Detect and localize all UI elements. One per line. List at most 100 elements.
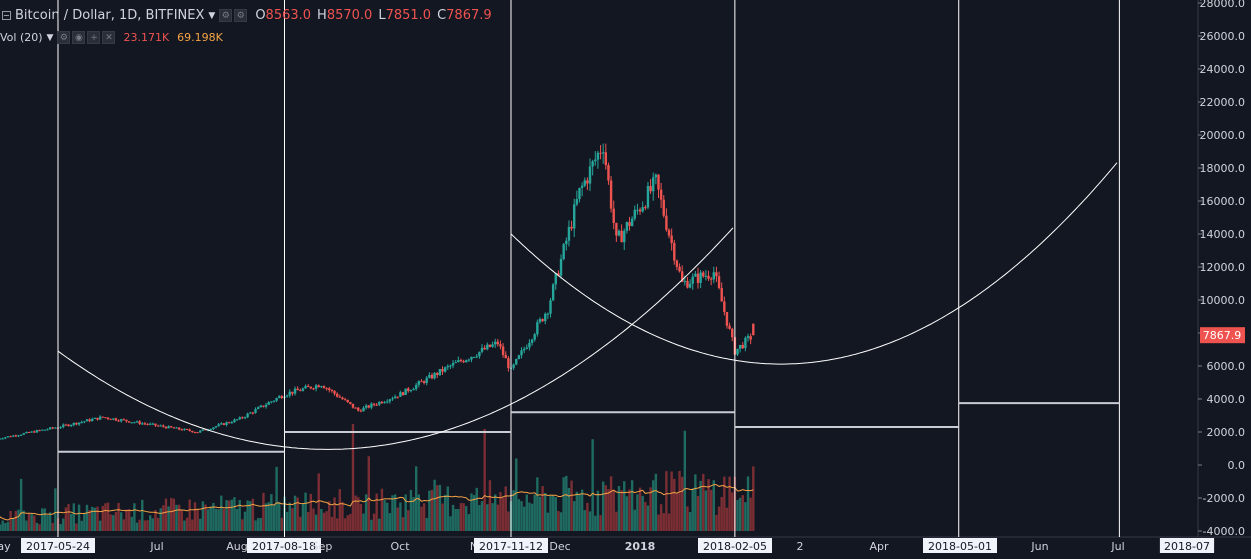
close-icon[interactable]: ✕ [102, 31, 116, 44]
price-tick-label: 6000.0 [1207, 360, 1246, 373]
candle-body [607, 165, 610, 181]
volume-bar [280, 517, 284, 531]
candle-body [270, 401, 273, 403]
volume-bar [64, 507, 68, 531]
candle-body [533, 334, 536, 340]
candle-body [567, 226, 571, 241]
volume-bar [75, 523, 78, 531]
candle-body [307, 385, 310, 387]
volume-bar [546, 512, 550, 531]
candle-body [4, 437, 7, 439]
volume-value: 23.171K [123, 31, 170, 44]
candle-body [143, 423, 147, 425]
candle-body [678, 266, 681, 272]
volume-bar [43, 508, 47, 531]
volume-bar [249, 501, 252, 531]
candle-body [338, 396, 342, 398]
candle-body [715, 272, 718, 277]
candle-body [125, 419, 128, 422]
candle-body [493, 341, 497, 345]
candle-body [256, 407, 260, 410]
chevron-down-icon[interactable]: ▼ [46, 32, 54, 43]
candle-body [699, 272, 702, 283]
plus-icon[interactable]: + [87, 31, 101, 44]
time-axis-label: 2018 [625, 540, 656, 553]
candle-body [346, 399, 349, 403]
time-axis-label: Aug [226, 540, 247, 553]
candle-body [162, 425, 165, 427]
volume-bar [399, 502, 402, 531]
candle-body [104, 417, 107, 419]
volume-bar [580, 489, 584, 531]
volume-bar [40, 508, 44, 531]
volume-bar [322, 512, 326, 531]
candle-body [98, 416, 102, 420]
volume-bar [317, 473, 320, 531]
candle-body [441, 368, 444, 372]
volume-bar [346, 515, 349, 531]
volume-bar [683, 430, 687, 531]
volume-label[interactable]: Vol (20) [0, 31, 43, 44]
collapse-icon[interactable] [2, 11, 11, 20]
candle-body [417, 381, 421, 385]
volume-bar [712, 480, 715, 531]
volume-bar [154, 509, 157, 531]
candle-body [154, 423, 157, 426]
time-axis-label: Dec [549, 540, 570, 553]
time-axis-label: Sep [312, 540, 333, 553]
candle-body [507, 358, 510, 369]
time-label-highlight [474, 538, 548, 553]
volume-bar [19, 478, 23, 531]
volume-bar [480, 501, 484, 531]
candle-body [428, 374, 431, 378]
candle-body [667, 229, 671, 236]
chevron-down-icon[interactable]: ▼ [208, 10, 216, 21]
gear-icon[interactable]: ⚙ [57, 31, 71, 44]
volume-bar [620, 490, 623, 531]
candle-body [588, 166, 592, 184]
candle-body [544, 313, 547, 322]
volume-bar [299, 516, 302, 531]
volume-bar [491, 503, 494, 531]
volume-bar [162, 505, 165, 531]
candle-body [641, 207, 644, 212]
candle-body [407, 388, 410, 392]
settings-icon[interactable]: ⚙ [234, 9, 248, 22]
volume-bar [106, 502, 110, 531]
symbol-title[interactable]: Bitcoin / Dollar, 1D, BITFINEX [15, 8, 205, 23]
candle-body [25, 431, 28, 434]
candle-body [596, 152, 600, 160]
time-label-highlight [923, 538, 997, 553]
volume-bar [438, 484, 442, 531]
chart-header: Bitcoin / Dollar, 1D, BITFINEX ▼ ⚙ ⚙ O 85… [0, 0, 640, 44]
volume-bar [449, 516, 452, 531]
volume-bar [85, 504, 89, 531]
volume-bar [707, 479, 710, 531]
candle-body [285, 395, 289, 397]
candle-body [262, 405, 265, 407]
gear-icon[interactable]: ⚙ [219, 9, 233, 22]
volume-bar [591, 439, 594, 531]
volume-bar [267, 502, 270, 531]
volume-bar [333, 497, 336, 531]
candle-body [546, 313, 550, 315]
volume-bar [372, 513, 376, 531]
eye-icon[interactable]: ◉ [72, 31, 86, 44]
candle-body [188, 429, 191, 431]
candle-body [694, 273, 697, 277]
candle-body [451, 362, 455, 366]
candle-body [246, 413, 249, 418]
volume-bar [496, 504, 500, 531]
candle-body [475, 356, 478, 358]
candle-body [259, 405, 262, 408]
candle-body [504, 354, 507, 359]
volume-bar [654, 473, 658, 531]
volume-bar [612, 489, 615, 531]
candle-body [480, 347, 484, 352]
time-axis-label: Apr [869, 540, 889, 553]
volume-bar [507, 511, 510, 531]
candle-body [644, 207, 647, 209]
volume-bar [93, 507, 97, 531]
volume-bar [285, 512, 289, 531]
